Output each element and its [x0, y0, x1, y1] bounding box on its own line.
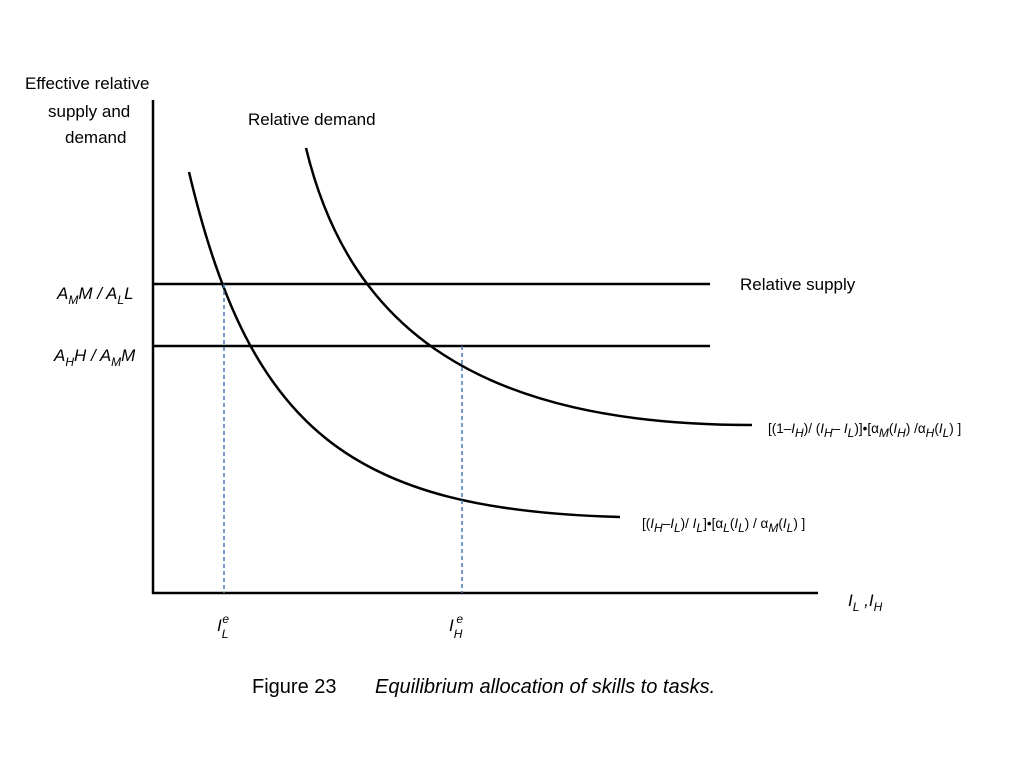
figure-title: Equilibrium allocation of skills to task… [375, 676, 715, 698]
level-label-low: AHH / AMM [53, 346, 136, 369]
figure-caption: Figure 23 Equilibrium allocation of skill… [252, 676, 715, 698]
relative-demand-label: Relative demand [248, 110, 376, 129]
relative-demand-curve-upper [304, 147, 753, 427]
equilibrium-label-ih: IHe [449, 612, 463, 641]
relative-supply-label: Relative supply [740, 275, 856, 294]
x-axis-label: IL ,IH [848, 591, 883, 614]
y-axis-label-line1: Effective relative [25, 74, 149, 93]
upper-curve-formula: [(1–IH)/ (IH– IL)]•[αM(IH) /αH(IL) ] [768, 421, 961, 440]
relative-demand-curve-lower [187, 171, 621, 519]
y-axis-label-line3: demand [65, 128, 126, 147]
level-label-high: AMM / ALL [56, 284, 134, 307]
figure-number: Figure 23 [252, 676, 337, 698]
y-axis-label-line2: supply and [48, 102, 130, 121]
equilibrium-label-il: ILe [217, 612, 229, 641]
lower-curve-formula: [(IH–IL)/ IL]•[αL(IL) / αM(IL) ] [642, 516, 805, 535]
